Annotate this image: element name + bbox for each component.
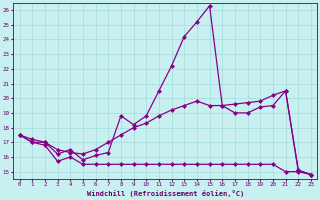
X-axis label: Windchill (Refroidissement éolien,°C): Windchill (Refroidissement éolien,°C) [87,190,244,197]
